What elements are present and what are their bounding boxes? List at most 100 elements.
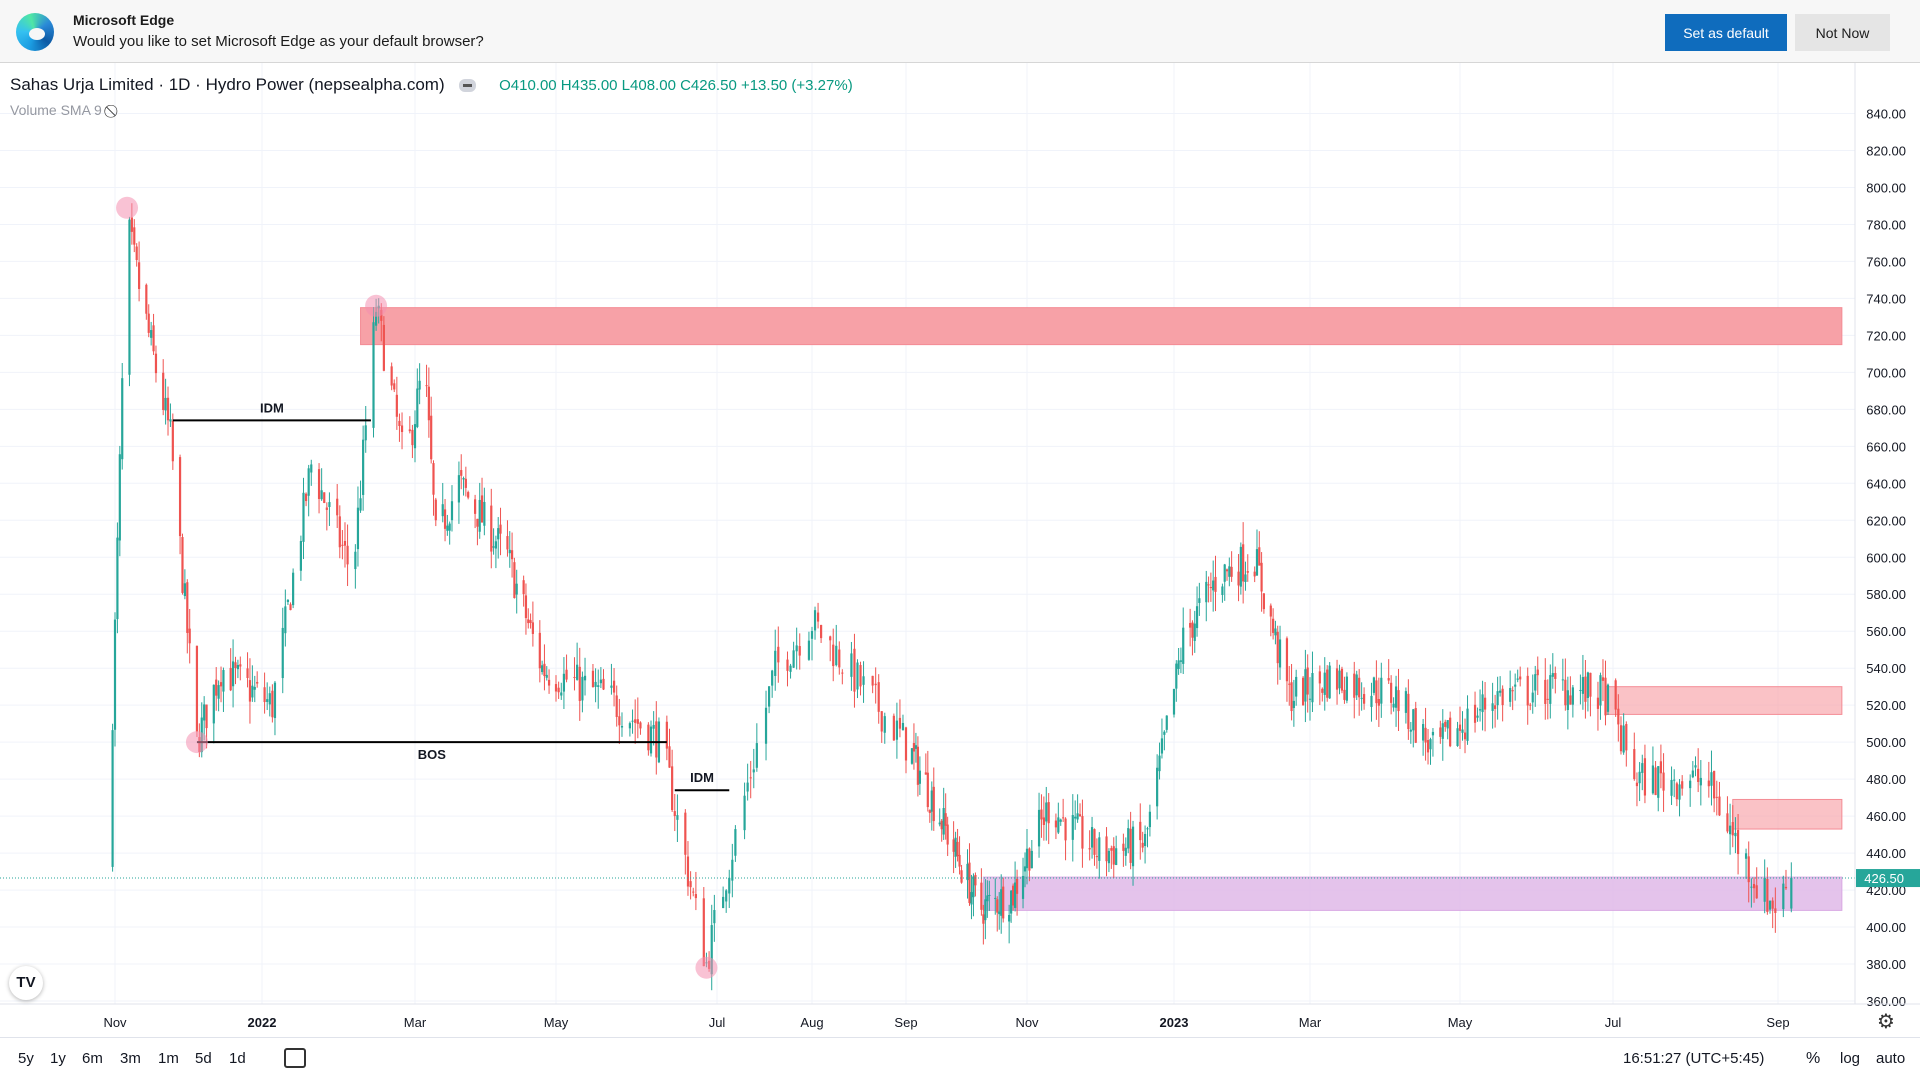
candle[interactable] — [1182, 607, 1185, 674]
candle[interactable] — [1662, 753, 1665, 812]
candle[interactable] — [938, 808, 941, 827]
candle[interactable] — [1323, 657, 1326, 711]
candle[interactable] — [841, 669, 844, 685]
candle[interactable] — [118, 445, 121, 557]
candle[interactable] — [1292, 679, 1295, 727]
candle[interactable] — [1499, 676, 1502, 697]
candle[interactable] — [1414, 701, 1417, 744]
candle[interactable] — [1223, 563, 1226, 601]
candle[interactable] — [807, 631, 811, 661]
candle[interactable] — [266, 682, 269, 711]
candle[interactable] — [1276, 625, 1279, 685]
candle[interactable] — [1491, 682, 1494, 729]
candle[interactable] — [1195, 586, 1199, 637]
candle[interactable] — [1028, 847, 1031, 882]
gear-icon[interactable]: ⚙ — [1877, 1011, 1895, 1033]
candle[interactable] — [1429, 737, 1432, 765]
candle[interactable] — [393, 379, 396, 393]
candle[interactable] — [877, 674, 880, 724]
candle[interactable] — [771, 669, 774, 698]
candle[interactable] — [256, 671, 259, 688]
candle[interactable] — [1444, 719, 1447, 732]
candle[interactable] — [1306, 654, 1309, 713]
candle[interactable] — [1156, 754, 1159, 820]
candle[interactable] — [871, 675, 874, 694]
candle[interactable] — [212, 684, 215, 744]
candle[interactable] — [1392, 697, 1395, 712]
candle[interactable] — [892, 713, 895, 741]
candle[interactable] — [1081, 799, 1084, 868]
candle[interactable] — [1439, 720, 1442, 744]
candle[interactable] — [1431, 728, 1435, 757]
candle[interactable] — [1466, 695, 1469, 745]
candle[interactable] — [1355, 670, 1358, 700]
candle[interactable] — [1752, 877, 1756, 903]
swing-marker[interactable] — [185, 731, 208, 754]
candle[interactable] — [1258, 531, 1261, 566]
candle[interactable] — [702, 887, 705, 967]
candle[interactable] — [1571, 684, 1574, 718]
candle[interactable] — [615, 685, 618, 727]
candle[interactable] — [926, 750, 929, 812]
candle[interactable] — [382, 316, 385, 372]
candle[interactable] — [1768, 900, 1772, 914]
candle[interactable] — [1105, 827, 1108, 877]
candle[interactable] — [483, 487, 486, 536]
candle[interactable] — [1619, 716, 1623, 755]
candle[interactable] — [231, 639, 235, 708]
candle[interactable] — [1509, 670, 1512, 707]
candle[interactable] — [952, 821, 955, 874]
candle[interactable] — [1345, 672, 1348, 704]
candle[interactable] — [1449, 711, 1452, 748]
range-5y-button[interactable]: 5y — [18, 1050, 34, 1067]
candle[interactable] — [958, 836, 961, 875]
candle[interactable] — [1370, 682, 1373, 722]
candle[interactable] — [1584, 659, 1587, 719]
candle[interactable] — [273, 680, 277, 736]
candle[interactable] — [473, 494, 477, 529]
candle[interactable] — [562, 657, 566, 710]
candle[interactable] — [1697, 748, 1700, 793]
candle[interactable] — [1710, 750, 1713, 806]
swing-marker[interactable] — [695, 956, 718, 979]
candle[interactable] — [1728, 803, 1732, 855]
candle[interactable] — [1107, 848, 1111, 873]
candle[interactable] — [304, 492, 308, 507]
candle[interactable] — [1496, 676, 1499, 720]
candle[interactable] — [980, 868, 983, 916]
candle[interactable] — [692, 887, 695, 897]
auto-scale-toggle[interactable]: auto — [1876, 1050, 1906, 1067]
candle[interactable] — [599, 667, 602, 689]
candle[interactable] — [1278, 625, 1282, 680]
candle[interactable] — [1255, 529, 1259, 576]
candle[interactable] — [1638, 762, 1641, 802]
candle[interactable] — [524, 583, 528, 635]
candle[interactable] — [832, 628, 835, 682]
candle[interactable] — [448, 521, 451, 545]
candle[interactable] — [565, 654, 568, 683]
candle[interactable] — [618, 698, 621, 744]
candle[interactable] — [427, 367, 430, 438]
supply-zone[interactable] — [360, 307, 1843, 346]
candle[interactable] — [673, 793, 676, 832]
candle[interactable] — [1755, 867, 1758, 899]
candle[interactable] — [271, 684, 274, 723]
candle[interactable] — [359, 480, 362, 513]
candle[interactable] — [1713, 770, 1716, 813]
candle[interactable] — [1030, 840, 1033, 869]
candle[interactable] — [341, 530, 344, 560]
candle[interactable] — [166, 386, 170, 436]
candle[interactable] — [286, 599, 290, 605]
candle[interactable] — [676, 794, 679, 842]
candle[interactable] — [883, 712, 886, 744]
candle[interactable] — [795, 627, 798, 670]
candle[interactable] — [1335, 659, 1339, 705]
candle[interactable] — [1230, 551, 1233, 582]
candle[interactable] — [183, 569, 186, 600]
candle[interactable] — [668, 728, 671, 768]
candle[interactable] — [1604, 660, 1607, 726]
swing-marker[interactable] — [116, 196, 139, 219]
candle[interactable] — [819, 624, 823, 643]
candle[interactable] — [328, 492, 331, 526]
candle[interactable] — [1387, 659, 1390, 684]
